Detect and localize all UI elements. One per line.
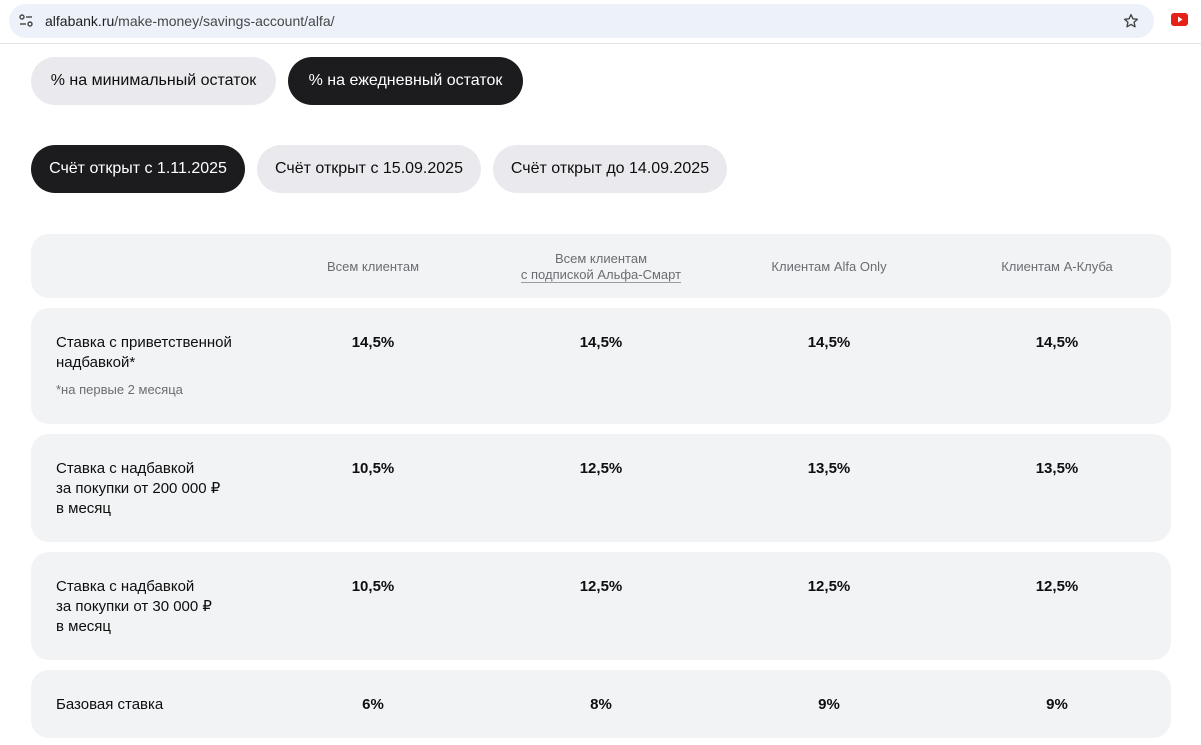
rate-value: 12,5%: [579, 460, 623, 477]
table-row: Ставка с надбавкой за покупки от 200 000…: [31, 434, 1171, 542]
rate-value: 6%: [362, 696, 384, 713]
rate-value: 14,5%: [579, 334, 623, 351]
table-row: Базовая ставка 6% 8% 9% 9%: [31, 670, 1171, 738]
rate-value: 14,5%: [351, 334, 395, 351]
url-path: /make-money/savings-account/alfa/: [114, 13, 335, 29]
row-label-line: надбавкой*: [56, 354, 136, 371]
rate-value: 9%: [1046, 696, 1068, 713]
row-label-line: в месяц: [56, 618, 112, 635]
table-header: Всем клиентам Всем клиентам с подпиской …: [31, 234, 1171, 298]
header-all-clients: Всем клиентам: [326, 259, 419, 274]
rate-value: 14,5%: [807, 334, 851, 351]
rate-value: 9%: [818, 696, 840, 713]
star-icon[interactable]: [1122, 12, 1140, 30]
rate-value: 12,5%: [579, 578, 623, 595]
row-label: Ставка с надбавкой за покупки от 200 000…: [56, 459, 220, 519]
rate-value: 10,5%: [351, 460, 395, 477]
tab-minimal-balance[interactable]: % на минимальный остаток: [31, 57, 276, 105]
row-label-line: за покупки от 30 000 ₽: [56, 598, 212, 615]
header-alfa-only: Клиентам Alfa Only: [771, 259, 887, 274]
row-footnote: *на первые 2 месяца: [56, 382, 183, 397]
rate-value: 12,5%: [1035, 578, 1079, 595]
tab-opened-from-2025-11-01[interactable]: Счёт открыт с 1.11.2025: [31, 145, 245, 193]
row-label-line: Ставка с приветственной: [56, 334, 232, 351]
header-a-club: Клиентам А-Клуба: [1001, 259, 1113, 274]
row-label-line: в месяц: [56, 500, 112, 517]
url-text[interactable]: alfabank.ru/make-money/savings-account/a…: [45, 4, 335, 38]
rate-value: 8%: [590, 696, 612, 713]
table-row: Ставка с приветственной надбавкой* *на п…: [31, 308, 1171, 424]
rate-value: 13,5%: [1035, 460, 1079, 477]
tab-opened-until-2025-09-14[interactable]: Счёт открыт до 14.09.2025: [493, 145, 727, 193]
address-bar[interactable]: alfabank.ru/make-money/savings-account/a…: [9, 4, 1154, 38]
rate-value: 14,5%: [1035, 334, 1079, 351]
header-smart-subscription: Всем клиентам с подпиской Альфа-Смарт: [491, 251, 711, 283]
row-label: Ставка с надбавкой за покупки от 30 000 …: [56, 577, 212, 637]
rate-value: 10,5%: [351, 578, 395, 595]
rate-value: 13,5%: [807, 460, 851, 477]
tab-opened-from-2025-09-15[interactable]: Счёт открыт с 15.09.2025: [257, 145, 481, 193]
smart-subscription-link[interactable]: с подпиской Альфа-Смарт: [520, 267, 682, 283]
row-label: Ставка с приветственной надбавкой*: [56, 333, 232, 373]
browser-toolbar: alfabank.ru/make-money/savings-account/a…: [0, 0, 1201, 44]
header-smart-line1: Всем клиентам: [554, 251, 647, 266]
row-label: Базовая ставка: [56, 696, 164, 713]
tab-daily-balance[interactable]: % на ежедневный остаток: [288, 57, 523, 105]
youtube-icon[interactable]: [1171, 13, 1188, 26]
row-label-line: Ставка с надбавкой: [56, 578, 195, 595]
table-row: Ставка с надбавкой за покупки от 30 000 …: [31, 552, 1171, 660]
rate-value: 12,5%: [807, 578, 851, 595]
row-label-line: Ставка с надбавкой: [56, 460, 195, 477]
row-label-line: за покупки от 200 000 ₽: [56, 480, 221, 497]
tune-icon[interactable]: [18, 13, 34, 29]
url-host: alfabank.ru: [45, 13, 115, 29]
